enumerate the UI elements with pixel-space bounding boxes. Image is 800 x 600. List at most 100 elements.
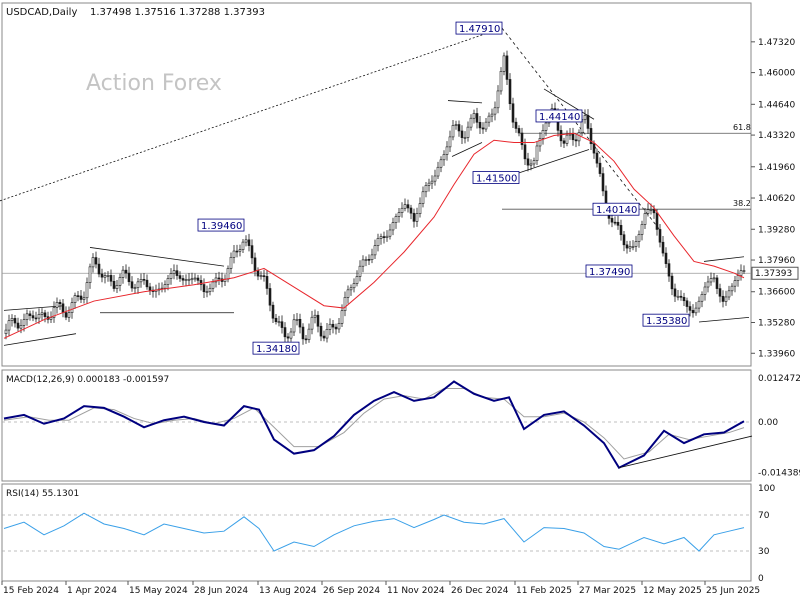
time-tick-label: 26 Sep 2024: [323, 586, 380, 596]
candle-body: [100, 273, 104, 278]
candle-body: [688, 306, 692, 311]
candle-body: [691, 310, 695, 314]
candle-body: [169, 273, 173, 279]
candle-body: [166, 278, 170, 285]
candle-body: [499, 71, 503, 92]
candle-body: [475, 113, 479, 123]
candle-body: [706, 281, 710, 288]
candle-body: [214, 277, 218, 283]
candle-body: [334, 326, 338, 330]
candle-body: [286, 336, 290, 339]
candle-body: [301, 326, 305, 340]
fib-level-label: 38.2: [733, 199, 751, 208]
candle-body: [217, 277, 221, 280]
candle-body: [400, 207, 404, 213]
candle-body: [715, 277, 719, 289]
time-tick-label: 12 May 2025: [643, 586, 702, 596]
candle-body: [313, 314, 317, 318]
candle-body: [295, 318, 299, 321]
candle-body: [457, 124, 461, 132]
price-tick-label: 1.33960: [758, 349, 795, 359]
candle-body: [235, 250, 239, 253]
time-tick-label: 1 Apr 2024: [67, 586, 117, 596]
time-tick-label: 11 Nov 2024: [387, 586, 445, 596]
candle-body: [238, 249, 242, 252]
range-bottom-line: [698, 316, 750, 323]
candle-body: [40, 312, 44, 315]
candle-body: [670, 275, 674, 290]
candle-body: [586, 115, 590, 129]
candle-body: [376, 238, 380, 246]
candle-body: [106, 275, 110, 277]
candle-body: [472, 113, 476, 119]
candle-body: [283, 327, 287, 338]
rsi-title: RSI(14) 55.1301: [6, 489, 79, 499]
candle-body: [382, 236, 386, 238]
candle-body: [247, 239, 251, 246]
price-tick-label: 1.44640: [758, 100, 795, 110]
candle-body: [76, 295, 80, 297]
candle-body: [97, 263, 101, 275]
candle-body: [145, 279, 149, 288]
candle-body: [34, 317, 38, 320]
candle-body: [82, 297, 86, 300]
price-tick-label: 1.41960: [758, 163, 795, 173]
candle-body: [487, 115, 491, 123]
macd-main-line: [3, 380, 745, 470]
candle-body: [541, 130, 545, 139]
candle-body: [559, 130, 563, 142]
price-label-text: 1.37490: [589, 267, 630, 278]
candle-body: [481, 127, 485, 130]
candle-body: [643, 213, 647, 225]
candle-body: [514, 121, 518, 129]
candle-body: [619, 225, 623, 236]
ma-polyline: [3, 132, 745, 339]
rsi-tick-label: 70: [758, 511, 770, 521]
candle-body: [325, 329, 329, 339]
candle-body: [130, 281, 134, 289]
price-tick-label: 1.47320: [758, 38, 795, 48]
candle-body: [664, 252, 668, 264]
candle-body: [22, 319, 26, 326]
candle-body: [415, 213, 419, 222]
price-label-text: 1.40140: [596, 205, 637, 216]
candle-body: [460, 130, 464, 138]
candle-body: [601, 173, 605, 192]
candle-body: [649, 209, 653, 211]
candle-body: [85, 282, 89, 299]
candle-body: [124, 269, 128, 274]
candle-body: [4, 329, 8, 334]
candle-body: [700, 294, 704, 302]
candle-body: [613, 221, 617, 224]
candle-body: [148, 286, 152, 291]
flag-bottom-line: [451, 142, 483, 157]
time-tick-label: 27 Mar 2025: [579, 586, 636, 596]
price-label-box: [455, 21, 503, 35]
candle-body: [19, 325, 23, 329]
candle-body: [742, 270, 746, 272]
price-label-text: 1.41500: [476, 174, 517, 185]
candle-body: [349, 287, 353, 291]
macd-tick-label: 0.012472: [758, 374, 800, 384]
candle-body: [628, 246, 632, 249]
wedge-top-line: [543, 88, 595, 120]
candle-body: [7, 320, 11, 331]
candle-body: [196, 277, 200, 281]
candle-body: [442, 154, 446, 161]
candle-body: [403, 204, 407, 209]
candle-body: [61, 303, 65, 313]
candle-body: [733, 280, 737, 287]
candle-body: [319, 325, 323, 337]
candle-body: [697, 300, 701, 309]
candle-body: [469, 117, 473, 128]
time-tick-label: 13 Aug 2024: [259, 586, 317, 596]
candle-body: [598, 162, 602, 174]
candle-body: [28, 313, 32, 316]
candle-body: [577, 132, 581, 142]
candle-body: [58, 302, 62, 305]
candle-body: [64, 312, 68, 318]
candle-body: [304, 338, 308, 341]
candle-body: [328, 323, 332, 330]
time-tick-label: 11 Feb 2025: [516, 586, 572, 596]
